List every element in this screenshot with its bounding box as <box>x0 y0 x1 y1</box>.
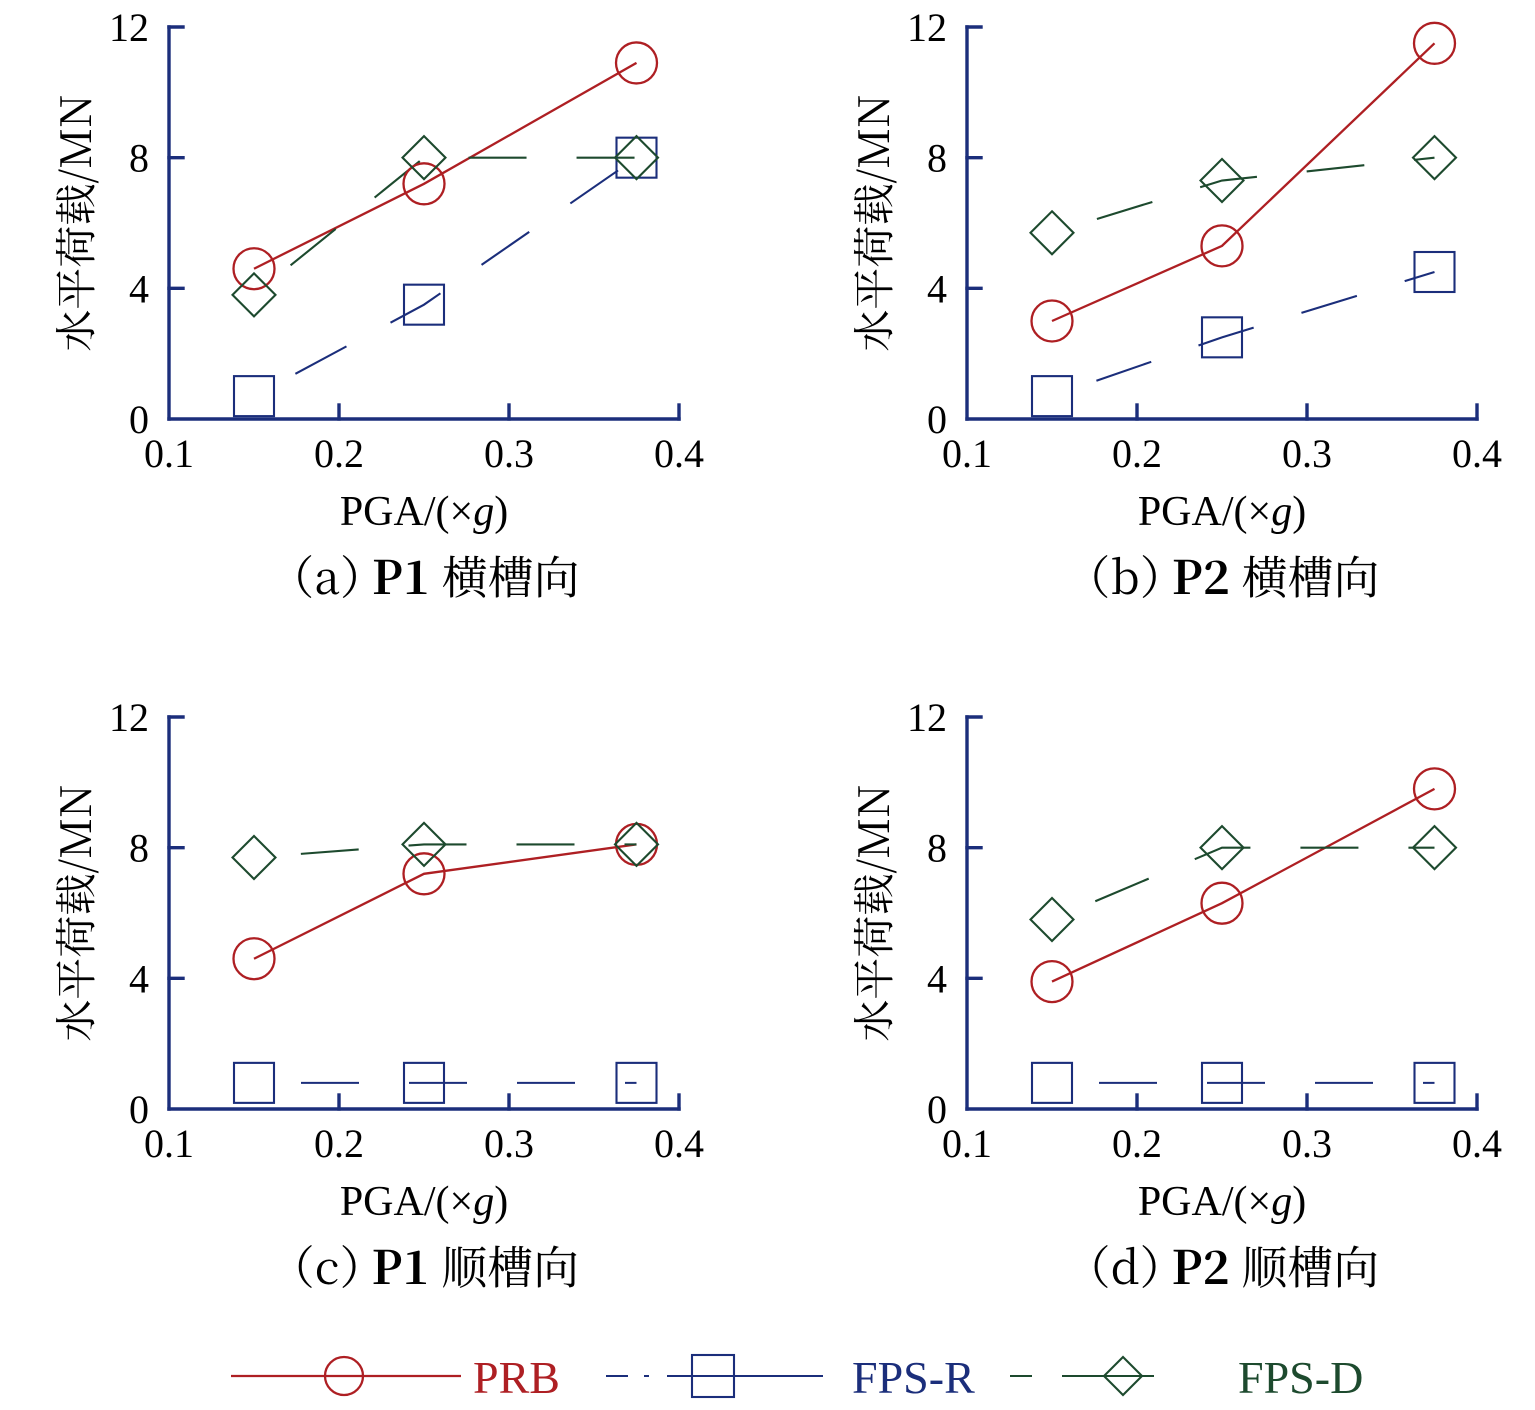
svg-text:4: 4 <box>927 956 947 1001</box>
svg-text:0.2: 0.2 <box>1112 1121 1162 1166</box>
svg-text:0.1: 0.1 <box>144 1121 194 1166</box>
svg-text:水平荷载/MN: 水平荷载/MN <box>842 784 902 1041</box>
svg-text:8: 8 <box>129 825 149 870</box>
svg-text:0.3: 0.3 <box>1282 431 1332 476</box>
svg-text:0.1: 0.1 <box>942 431 992 476</box>
svg-text:水平荷载/MN: 水平荷载/MN <box>842 94 902 351</box>
svg-text:12: 12 <box>109 697 149 740</box>
svg-text:水平荷载/MN: 水平荷载/MN <box>44 94 104 351</box>
svg-text:0.2: 0.2 <box>314 431 364 476</box>
svg-text:4: 4 <box>927 266 947 311</box>
svg-text:4: 4 <box>129 266 149 311</box>
svg-text:8: 8 <box>129 136 149 181</box>
svg-text:PGA/(×g): PGA/(×g) <box>1138 1179 1306 1225</box>
svg-text:8: 8 <box>927 136 947 181</box>
svg-text:0.4: 0.4 <box>654 431 704 476</box>
svg-text:0.1: 0.1 <box>144 431 194 476</box>
svg-text:12: 12 <box>109 7 149 50</box>
svg-text:PRB: PRB <box>473 1352 560 1403</box>
svg-text:0.4: 0.4 <box>654 1121 704 1166</box>
svg-text:水平荷载/MN: 水平荷载/MN <box>44 784 104 1041</box>
svg-text:（c）P1 顺槽向: （c）P1 顺槽向 <box>269 1232 580 1298</box>
svg-text:（b）P2 横槽向: （b）P2 横槽向 <box>1064 542 1379 608</box>
svg-text:PGA/(×g): PGA/(×g) <box>1138 489 1306 535</box>
svg-text:0.2: 0.2 <box>314 1121 364 1166</box>
svg-text:0.4: 0.4 <box>1452 431 1502 476</box>
svg-text:（d）P2 顺槽向: （d）P2 顺槽向 <box>1065 1232 1380 1298</box>
svg-text:0.2: 0.2 <box>1112 431 1162 476</box>
svg-text:0.3: 0.3 <box>484 431 534 476</box>
svg-text:PGA/(×g): PGA/(×g) <box>340 1179 508 1225</box>
svg-text:0.4: 0.4 <box>1452 1121 1502 1166</box>
svg-text:0.3: 0.3 <box>1282 1121 1332 1166</box>
svg-text:0.3: 0.3 <box>484 1121 534 1166</box>
svg-text:0.1: 0.1 <box>942 1121 992 1166</box>
svg-text:FPS-R: FPS-R <box>852 1352 975 1403</box>
svg-text:PGA/(×g): PGA/(×g) <box>340 489 508 535</box>
svg-text:8: 8 <box>927 825 947 870</box>
svg-text:FPS-D: FPS-D <box>1238 1352 1363 1403</box>
svg-text:12: 12 <box>907 697 947 740</box>
svg-text:4: 4 <box>129 956 149 1001</box>
svg-text:（a）P1 横槽向: （a）P1 横槽向 <box>268 542 579 608</box>
svg-text:12: 12 <box>907 7 947 50</box>
